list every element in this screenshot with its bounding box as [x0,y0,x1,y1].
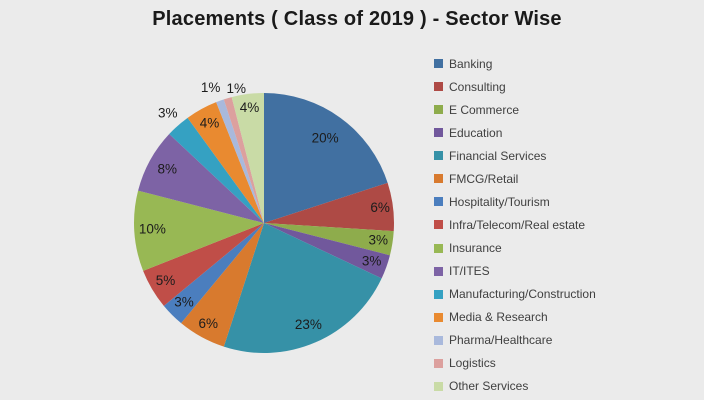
legend-item-logistics: Logistics [434,352,596,375]
legend-swatch-icon [434,82,443,92]
legend: Banking Consulting E Commerce Education Fina… [434,52,596,398]
pie-slice-infra-telecom-real-estate [143,223,264,306]
pie-slice-label-education: 3% [362,253,382,268]
pie-slice-label-consulting: 6% [370,200,390,215]
legend-item-education: Education [434,121,596,144]
legend-label: FMCG/Retail [449,171,519,186]
legend-label: Infra/Telecom/Real estate [449,217,586,232]
legend-label: Manufacturing/Construction [449,287,596,302]
pie-slice-financial-services [223,223,382,354]
legend-item-pharma-healthcare: Pharma/Healthcare [434,329,596,352]
pie-slice-fmcg-retail [181,223,264,347]
pie-slice-e-commerce [264,223,394,256]
legend-swatch-icon [434,335,443,345]
legend-swatch-icon [434,197,443,207]
legend-swatch-icon [434,243,443,253]
legend-swatch-icon [434,266,443,276]
pie-slice-pharma-healthcare [216,99,264,223]
legend-swatch-icon [434,289,443,299]
legend-swatch-icon [434,220,443,230]
legend-swatch-icon [434,59,443,69]
legend-label: Hospitality/Tourism [449,194,550,209]
pie-slice-education [264,223,390,279]
pie-slice-it-ites [138,134,264,223]
legend-label: Media & Research [449,310,548,325]
legend-label: Insurance [449,241,502,256]
legend-label: Banking [449,56,493,71]
legend-item-banking: Banking [434,52,596,75]
pie-slice-label-media-research: 4% [200,115,220,130]
legend-label: Financial Services [449,148,547,163]
legend-item-insurance: Insurance [434,237,596,260]
pie-slice-label-financial-services: 23% [295,317,322,332]
pie-slice-label-fmcg-retail: 6% [199,316,219,331]
pie-slice-label-logistics: 1% [226,81,246,96]
pie-slice-label-hospitality-tourism: 3% [174,295,194,310]
legend-item-consulting: Consulting [434,75,596,98]
legend-label: Consulting [449,79,506,94]
pie-slice-consulting [264,182,394,232]
legend-swatch-icon [434,174,443,184]
legend-item-financial-services: Financial Services [434,144,596,167]
legend-swatch-icon [434,105,443,115]
legend-label: Other Services [449,379,529,394]
legend-item-it-ites: IT/ITES [434,260,596,283]
legend-label: Pharma/Healthcare [449,333,553,348]
pie-slice-manufacturing-construction [169,117,264,223]
legend-swatch-icon [434,381,443,391]
pie-slice-label-it-ites: 8% [157,161,177,176]
pie-slice-hospitality-tourism [163,223,264,324]
pie-slice-label-manufacturing-construction: 3% [158,105,178,120]
legend-label: E Commerce [449,102,520,117]
legend-item-fmcg-retail: FMCG/Retail [434,167,596,190]
legend-swatch-icon [434,312,443,322]
legend-swatch-icon [434,358,443,368]
pie-slice-label-banking: 20% [312,130,339,145]
pie-slice-banking [264,93,388,223]
pie-slice-other-services [231,93,264,223]
legend-item-e-commerce: E Commerce [434,98,596,121]
legend-swatch-icon [434,128,443,138]
pie-slice-label-e-commerce: 3% [369,233,389,248]
pie-slice-insurance [133,190,264,271]
legend-label: IT/ITES [449,264,490,279]
pie-slice-logistics [223,97,264,223]
legend-swatch-icon [434,151,443,161]
pie-slice-label-pharma-healthcare: 1% [201,80,221,95]
pie-slice-label-insurance: 10% [139,222,166,237]
legend-item-other-services: Other Services [434,375,596,398]
pie-slice-label-other-services: 4% [240,100,260,115]
pie-slice-media-research [187,102,264,223]
legend-item-hospitality-tourism: Hospitality/Tourism [434,190,596,213]
pie-slice-label-infra-telecom-real-estate: 5% [156,273,176,288]
legend-item-infra-telecom-real-estate: Infra/Telecom/Real estate [434,213,596,236]
legend-item-manufacturing-construction: Manufacturing/Construction [434,283,596,306]
legend-label: Logistics [449,356,496,371]
legend-label: Education [449,125,503,140]
legend-item-media-research: Media & Research [434,306,596,329]
chart-title: Placements ( Class of 2019 ) - Sector Wi… [152,8,562,30]
